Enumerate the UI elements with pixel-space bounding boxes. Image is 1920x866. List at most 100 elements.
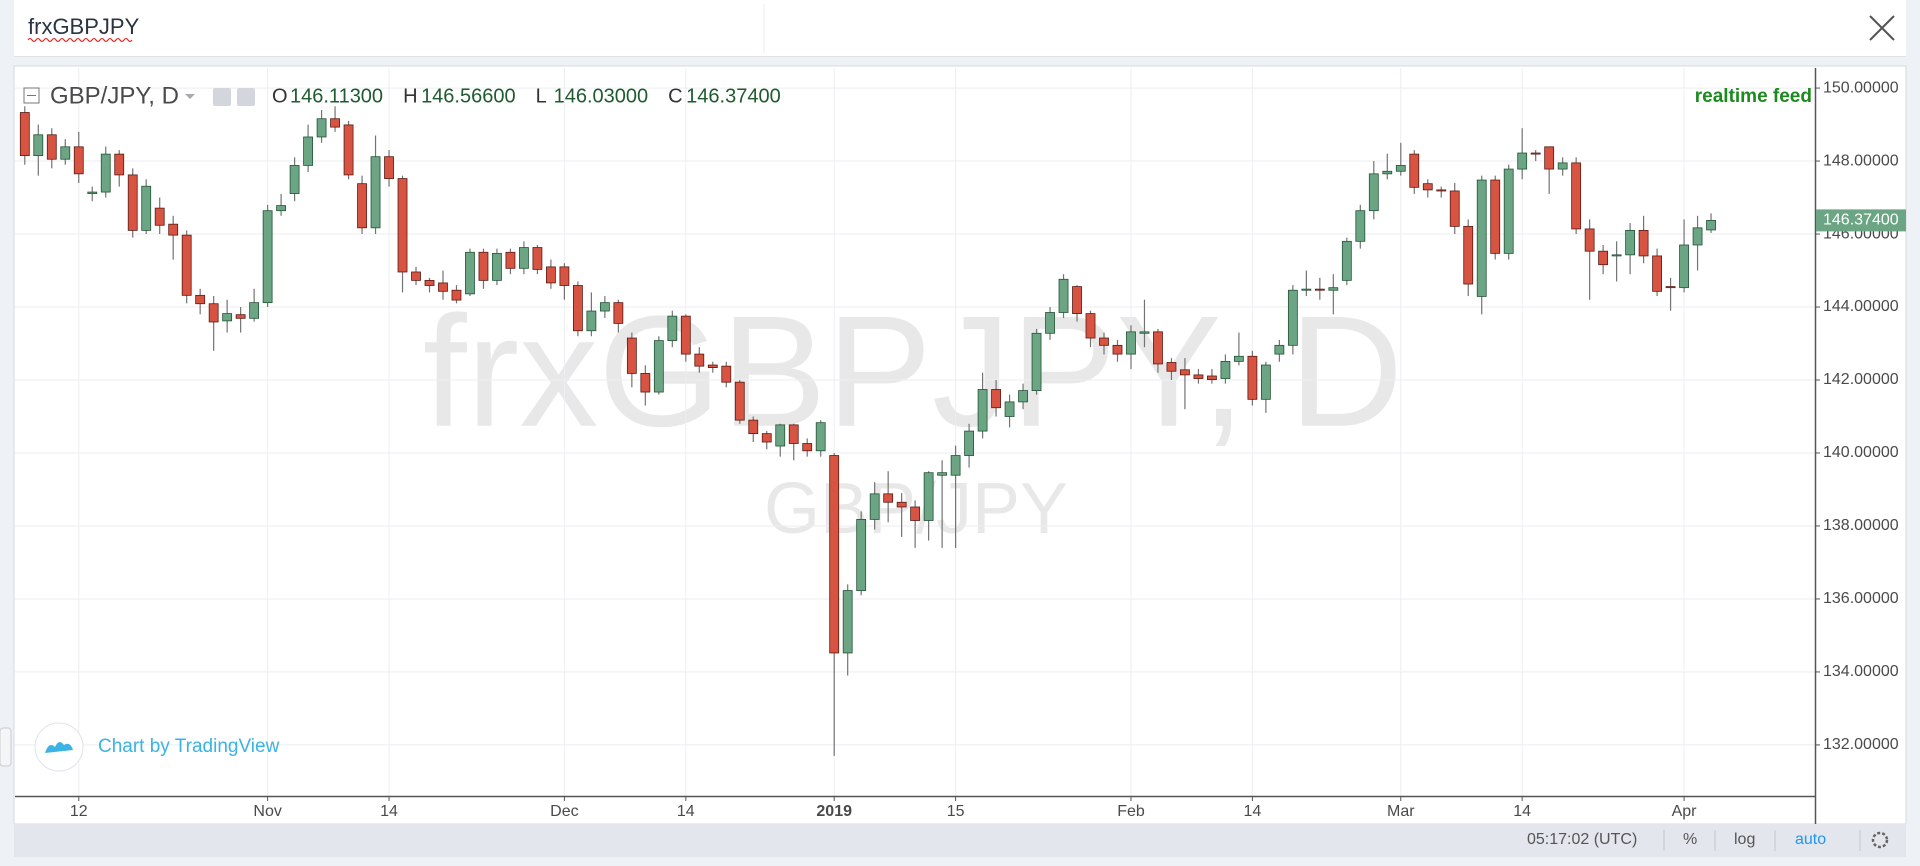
x-tick-label: 2019 — [816, 803, 852, 820]
candle-body — [869, 493, 880, 520]
close-button[interactable] — [1869, 15, 1895, 41]
settings-icon[interactable] — [237, 88, 255, 106]
legend-toggle[interactable] — [23, 87, 40, 104]
eye-icon[interactable] — [213, 88, 231, 106]
x-tick-label: 14 — [1513, 803, 1531, 820]
candle-body — [707, 364, 718, 368]
candle-body — [599, 302, 610, 312]
candle-body — [1099, 337, 1109, 346]
candle-body — [937, 472, 948, 476]
x-tick-label: 14 — [1243, 803, 1261, 820]
candle-body — [1126, 331, 1136, 355]
candle-body — [262, 210, 273, 304]
candle-body — [964, 430, 974, 456]
candle-body — [842, 590, 853, 654]
candle-body — [316, 118, 327, 138]
candle-body — [87, 191, 98, 194]
candle-body — [1463, 225, 1474, 285]
candle-body — [1490, 179, 1501, 254]
candle-body — [411, 271, 421, 281]
candle-body — [1341, 240, 1352, 281]
candle-body — [896, 501, 907, 508]
candle-body — [910, 506, 921, 521]
candle-body — [1072, 286, 1082, 314]
y-tick-label: 136.00000 — [1823, 590, 1899, 607]
candle-body — [1503, 168, 1514, 254]
candle-body — [519, 247, 529, 269]
search-bar[interactable] — [14, 0, 1906, 56]
candle-body — [586, 310, 597, 332]
candle-body — [815, 422, 826, 452]
candle-body — [1085, 313, 1096, 339]
legend-key: L — [536, 85, 547, 107]
candle-body — [1220, 360, 1231, 379]
time-label: 05:17:02 (UTC) — [1527, 831, 1637, 848]
candle-body — [1031, 332, 1042, 391]
candle-body — [100, 153, 111, 193]
candle-body — [1422, 183, 1433, 191]
candle-body — [370, 156, 381, 229]
credit-link[interactable]: Chart by TradingView — [98, 736, 280, 757]
candle-body — [141, 185, 152, 231]
candle-body — [1058, 278, 1069, 313]
auto-button[interactable]: auto — [1795, 831, 1826, 848]
legend-key: O — [272, 85, 288, 107]
chart: frxGBPJPY, DGBP/JPY132.00000134.00000136… — [15, 68, 1906, 851]
candle-body — [1260, 364, 1271, 400]
candle-body — [1571, 162, 1582, 230]
candle-body — [357, 183, 367, 229]
x-tick-label: 15 — [947, 803, 965, 820]
y-tick-label: 134.00000 — [1823, 663, 1899, 680]
candle-body — [154, 207, 165, 226]
candle-body — [73, 146, 84, 175]
candle-body — [384, 156, 394, 179]
candle-body — [303, 136, 313, 166]
candle-body — [343, 124, 354, 176]
candle-body — [168, 223, 179, 236]
candle-body — [734, 381, 745, 421]
percent-button[interactable]: % — [1683, 831, 1697, 848]
candle-body — [1301, 288, 1312, 291]
symbol-caret — [185, 94, 195, 99]
candle-body — [1530, 152, 1541, 155]
candle-body — [1476, 179, 1487, 297]
watermark: frxGBPJPY, D — [423, 284, 1403, 460]
legend-value: 146.11300 — [290, 85, 383, 107]
candle-body — [1517, 152, 1528, 170]
candle-body — [1045, 312, 1055, 334]
candle-body — [1112, 344, 1123, 355]
gear-icon[interactable] — [1871, 831, 1889, 849]
candle-body — [1328, 287, 1339, 291]
candle-body — [667, 315, 678, 341]
candle-body — [424, 279, 435, 286]
candle-body — [127, 174, 138, 231]
candle-body — [1544, 146, 1555, 170]
log-button[interactable]: log — [1734, 831, 1755, 848]
legend-value: 146.56600 — [421, 85, 516, 107]
candle-body — [492, 252, 502, 281]
candle-body — [1409, 153, 1420, 188]
close-icon[interactable] — [1869, 15, 1895, 41]
x-tick-label: 14 — [677, 803, 695, 820]
candle-body — [761, 433, 772, 443]
side-handle[interactable] — [0, 727, 12, 767]
candle-body — [1274, 344, 1285, 355]
candle-body — [856, 518, 867, 591]
candle-body — [1665, 286, 1676, 289]
candle-body — [289, 165, 300, 194]
candle-body — [802, 443, 813, 452]
y-tick-label: 140.00000 — [1823, 444, 1899, 461]
candle-body — [1706, 219, 1716, 231]
candle-body — [1180, 369, 1190, 376]
candle-body — [397, 178, 408, 273]
feed-label: realtime feed — [1695, 86, 1812, 107]
candle-body — [19, 112, 30, 156]
candle-body — [1368, 173, 1379, 212]
candle-body — [478, 251, 489, 281]
search-text[interactable]: frxGBPJPY — [28, 14, 140, 39]
candle-body — [1584, 228, 1595, 252]
candle-body — [1449, 190, 1460, 227]
candle-body — [1166, 362, 1177, 372]
